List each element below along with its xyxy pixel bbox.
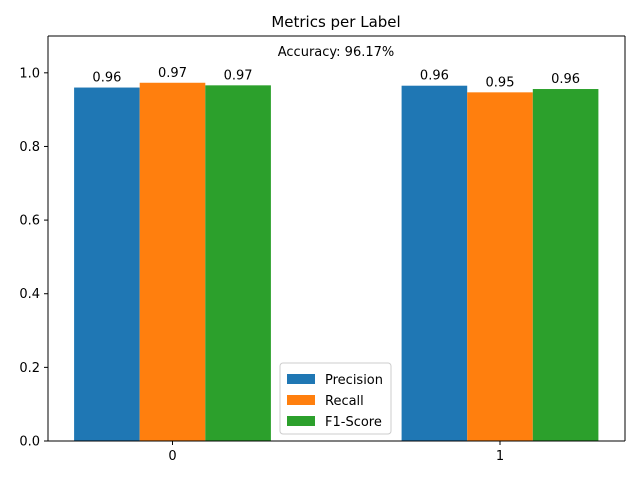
x-tick-label: 0 <box>168 449 176 464</box>
legend-swatch <box>287 416 315 426</box>
bar-value-label: 0.97 <box>158 66 187 81</box>
bar-precision-0 <box>74 87 140 441</box>
bar-value-label: 0.95 <box>486 75 515 90</box>
y-tick-label: 0.2 <box>19 361 40 376</box>
y-tick-label: 0.6 <box>19 214 40 229</box>
bar-recall-0 <box>139 82 206 441</box>
axes-layer: 0.0 0.2 0.4 0.6 0.8 1.0 0 1 <box>19 35 626 464</box>
y-tick-label: 0.4 <box>19 287 40 302</box>
bars-layer <box>74 82 599 442</box>
accuracy-annotation: Accuracy: 96.17% <box>278 45 395 60</box>
legend-swatch <box>287 374 315 384</box>
legend-label: Precision <box>325 373 383 388</box>
chart-title: Metrics per Label <box>271 13 400 31</box>
y-tick-label: 0.8 <box>19 140 40 155</box>
bar-value-label: 0.97 <box>224 68 253 83</box>
y-tick-label: 1.0 <box>19 66 40 81</box>
bar-value-label: 0.96 <box>551 72 580 87</box>
bar-precision-1 <box>401 85 468 442</box>
y-tick-label: 0.0 <box>19 435 40 450</box>
bar-value-label: 0.96 <box>420 69 449 84</box>
bar-f1-score-1 <box>532 89 599 441</box>
legend-swatch <box>287 395 315 405</box>
bar-labels-layer: 0.96 0.96 0.97 0.95 0.97 0.96 <box>92 66 580 91</box>
bar-recall-1 <box>467 92 533 441</box>
legend-label: F1-Score <box>325 415 382 430</box>
bar-value-label: 0.96 <box>92 71 121 86</box>
x-tick-label: 1 <box>496 449 504 464</box>
legend: Precision Recall F1-Score <box>279 362 392 435</box>
legend-label: Recall <box>325 394 364 409</box>
bar-f1-score-0 <box>205 85 271 441</box>
